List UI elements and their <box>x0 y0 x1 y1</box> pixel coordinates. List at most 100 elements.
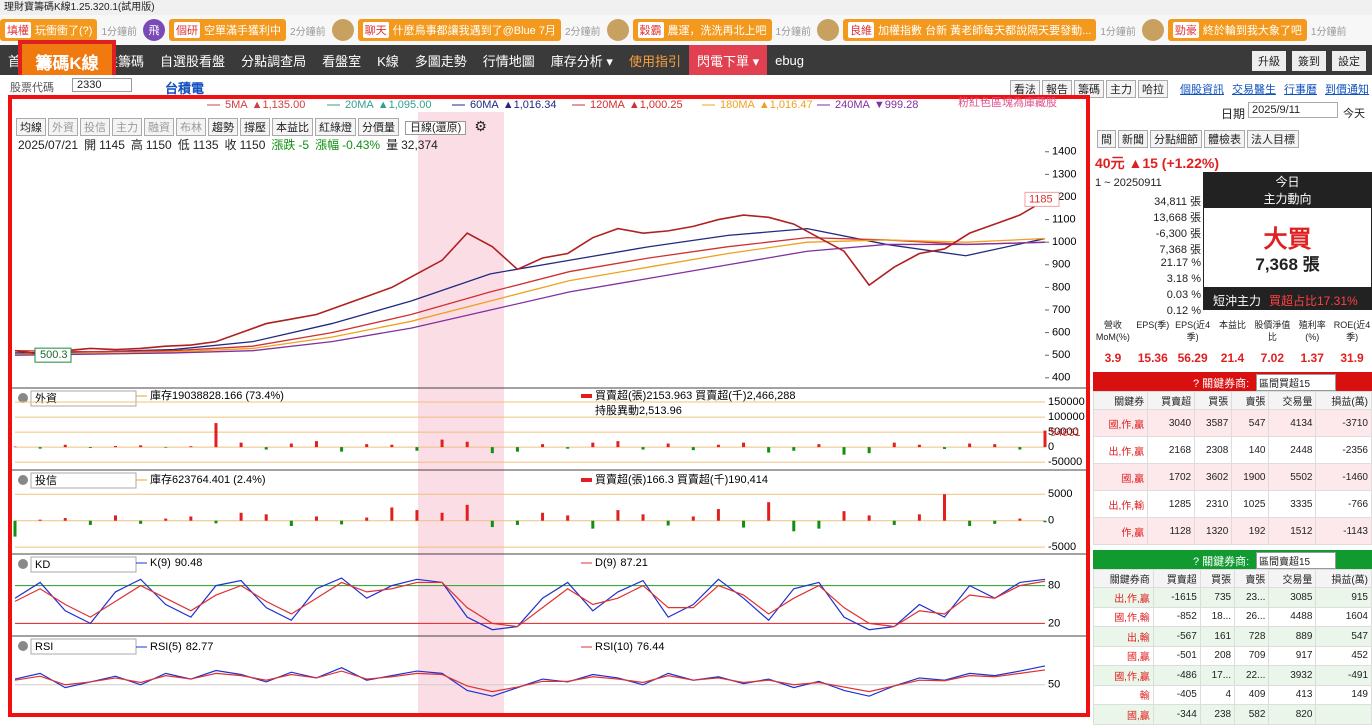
table-cell: 735 <box>1199 587 1236 608</box>
stat: 13,668 張 <box>1153 212 1201 224</box>
table-row[interactable]: 輸 -405 4 409 413 149 <box>1093 684 1372 705</box>
table-row[interactable]: 出,作,輸 1285 2310 1025 3335 -766 <box>1092 490 1372 518</box>
close-icon[interactable] <box>18 559 28 569</box>
last-price: 1185 <box>1029 193 1053 205</box>
bar <box>716 509 720 521</box>
nav-item[interactable]: 使用指引 <box>628 53 681 69</box>
close-icon[interactable] <box>18 641 28 651</box>
tool-button[interactable]: 外資 <box>48 118 78 136</box>
nav-item[interactable]: 分點調查局 <box>241 53 307 69</box>
column-header: 賣張 <box>1234 569 1270 588</box>
nav-item[interactable]: 庫存分析 ▾ <box>550 53 613 69</box>
window-title: 理財寶籌碼K線1.25.320.1(試用版) <box>0 0 1372 15</box>
code-input[interactable]: 2330 <box>72 78 132 92</box>
tool-button[interactable]: 分價量 <box>358 118 399 136</box>
nav-button[interactable]: 升級 <box>1252 51 1286 71</box>
ticker-item[interactable]: 穀霸 農運，洗洗再北上吧 1分鐘前 <box>606 19 811 41</box>
stock-link[interactable]: 到價通知 <box>1325 84 1369 96</box>
nav-item[interactable]: K線 <box>377 53 399 69</box>
table-row[interactable]: 出,作,贏 2168 2308 140 2448 -2356 <box>1092 436 1372 464</box>
side-tab[interactable]: 新聞 <box>1118 130 1148 148</box>
settings-icon[interactable]: ⚙ <box>474 118 487 134</box>
table-select[interactable]: 區間買超15 <box>1256 374 1336 391</box>
side-tab[interactable]: 分點細節 <box>1150 130 1202 148</box>
table-row[interactable]: 國,贏 -344 238 582 820 <box>1093 704 1372 725</box>
info-label: 低 <box>177 138 190 152</box>
bar <box>38 519 42 521</box>
tool-button[interactable]: 融資 <box>144 118 174 136</box>
stock-tab[interactable]: 報告 <box>1042 80 1072 98</box>
nav-item[interactable]: ebug <box>775 52 805 68</box>
tool-button[interactable]: 撐壓 <box>240 118 270 136</box>
panel-select-text: RSI <box>35 641 53 653</box>
bar <box>164 447 168 448</box>
tool-button[interactable]: 均線 <box>16 118 46 136</box>
nav-item[interactable]: 看盤室 <box>322 53 362 69</box>
y-tick-label: 80 <box>1048 580 1060 592</box>
avatar: 飛 <box>143 19 166 41</box>
table-cell: -1615 <box>1152 587 1201 608</box>
tool-button[interactable]: 本益比 <box>272 118 313 136</box>
table-row[interactable]: 出,作,贏 -1615 735 23... 3085 915 <box>1093 587 1372 608</box>
ticker-item[interactable]: 良維 加權指數 台新 黃老師每天都說隔天要發動... 1分鐘前 <box>817 19 1136 41</box>
side-tab[interactable]: 法人目標 <box>1247 130 1299 148</box>
bar <box>515 447 519 452</box>
nav-item[interactable]: 閃電下單 ▾ <box>688 44 768 76</box>
stock-tab[interactable]: 主力 <box>1106 80 1136 98</box>
today-button[interactable]: 今天 <box>1343 108 1365 120</box>
table-row[interactable]: 國,贏 -501 208 709 917 452 <box>1093 645 1372 666</box>
ticker-tag: 個研 <box>174 22 201 38</box>
ticker-time: 1分鐘前 <box>101 26 138 38</box>
ma-line <box>14 237 1046 355</box>
nav-item[interactable]: 多圖走勢 <box>414 53 467 69</box>
table-row[interactable]: 出,輸 -567 161 728 889 547 <box>1093 626 1372 647</box>
tool-button[interactable]: 紅綠燈 <box>315 118 356 136</box>
ticker-box: 聊天 什麼鳥事都讓我遇到了@Blue 7月 <box>357 19 561 41</box>
stock-tab[interactable]: 看法 <box>1010 80 1040 98</box>
y-tick-label: 800 <box>1052 281 1070 293</box>
table-row[interactable]: 國,贏 1702 3602 1900 5502 -1460 <box>1092 463 1372 491</box>
panel-select[interactable] <box>30 556 137 573</box>
nav-button[interactable]: 設定 <box>1332 51 1366 71</box>
nav-item[interactable]: 行情地圖 <box>482 53 535 69</box>
table-cell: -344 <box>1152 704 1201 725</box>
metric-header: EPS(季) <box>1136 320 1170 330</box>
stock-link[interactable]: 交易醫生 <box>1232 84 1276 96</box>
tool-button[interactable]: 投信 <box>80 118 110 136</box>
bar <box>1043 520 1047 523</box>
y-tick-label: 400 <box>1052 372 1070 384</box>
table-row[interactable]: 作,贏 1128 1320 192 1512 -1143 <box>1092 517 1372 545</box>
table-select[interactable]: 區間賣超15 <box>1256 552 1336 569</box>
date-input[interactable]: 2025/9/11 <box>1248 102 1338 118</box>
table-row[interactable]: 國,作,輸 -852 18... 26... 4488 1604 <box>1093 606 1372 627</box>
close-icon[interactable] <box>18 393 28 403</box>
table-row[interactable]: 國,作,贏 3040 3587 547 4134 -3710 <box>1092 409 1372 437</box>
period-select[interactable]: 日線(還原) <box>405 121 467 135</box>
stock-link[interactable]: 個股資訊 <box>1180 84 1224 96</box>
side-tab[interactable]: 體檢表 <box>1204 130 1245 148</box>
close-icon[interactable] <box>18 475 28 485</box>
tool-button[interactable]: 布林 <box>176 118 206 136</box>
info-label: 高 <box>130 138 143 152</box>
stock-name[interactable]: 台積電 <box>165 81 205 96</box>
side-tab[interactable]: 間 <box>1097 130 1116 148</box>
nav-button[interactable]: 簽到 <box>1292 51 1326 71</box>
y-tick-label: 50 <box>1048 679 1060 691</box>
table-cell: 413 <box>1268 684 1317 705</box>
table-row[interactable]: 國,作,贏 -486 17... 22... 3932 -491 <box>1093 665 1372 686</box>
nav-item[interactable]: 首 <box>8 53 22 69</box>
metric-value: 3.9 <box>1104 351 1122 365</box>
stock-tab[interactable]: 哈拉 <box>1138 80 1168 98</box>
bar <box>1018 518 1022 521</box>
ticker-item[interactable]: 勁豪 終於輪到我大象了吧 1分鐘前 <box>1141 19 1346 41</box>
nav-item[interactable]: 自選股看盤 <box>160 53 226 69</box>
bar <box>440 512 444 521</box>
ticker-item[interactable]: 填權 玩衝衝了(?) 1分鐘前 <box>0 19 137 41</box>
tool-button[interactable]: 主力 <box>112 118 142 136</box>
bar <box>917 444 921 448</box>
tool-button[interactable]: 趨勢 <box>208 118 238 136</box>
ticker-item[interactable]: 飛個研 空單滿手獲利中 2分鐘前 <box>143 19 326 41</box>
ticker-tag: 良維 <box>848 22 875 38</box>
stock-link[interactable]: 行事曆 <box>1284 84 1317 96</box>
ticker-item[interactable]: 聊天 什麼鳥事都讓我遇到了@Blue 7月 2分鐘前 <box>331 19 601 41</box>
